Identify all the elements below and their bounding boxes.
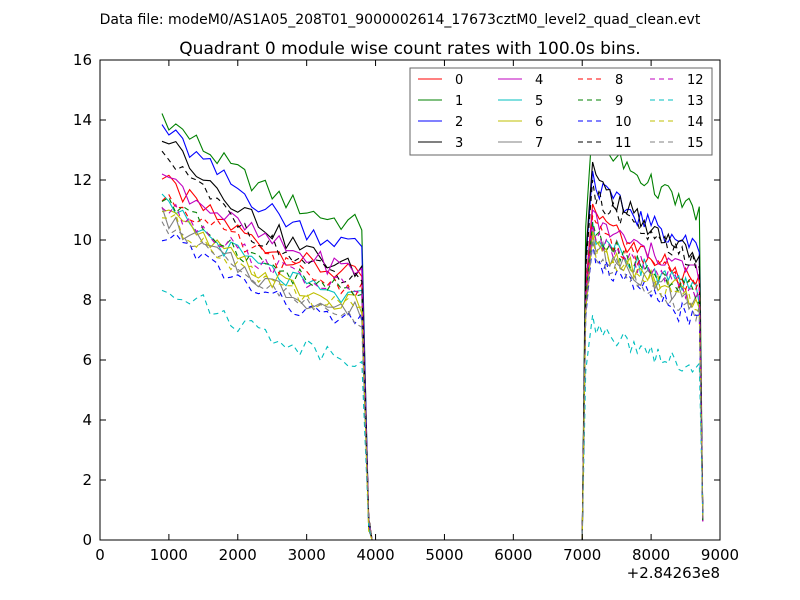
legend-label-6: 6 bbox=[535, 115, 543, 130]
chart-suptitle: Data file: modeM0/AS1A05_208T01_90000026… bbox=[100, 12, 701, 28]
series-line-0 bbox=[161, 174, 704, 541]
chart-title: Quadrant 0 module wise count rates with … bbox=[179, 39, 640, 59]
series-line-2 bbox=[161, 124, 704, 541]
legend-label-15: 15 bbox=[687, 136, 704, 151]
legend-label-8: 8 bbox=[615, 73, 623, 88]
series-line-3 bbox=[161, 140, 704, 541]
x-offset-label: +2.84263e8 bbox=[627, 564, 720, 582]
legend-label-14: 14 bbox=[687, 115, 704, 130]
legend-label-2: 2 bbox=[455, 115, 463, 130]
x-tick-label: 7000 bbox=[563, 546, 601, 564]
y-tick-label: 16 bbox=[73, 51, 92, 69]
x-tick-label: 5000 bbox=[425, 546, 463, 564]
series-line-10 bbox=[161, 232, 704, 541]
y-tick-label: 2 bbox=[82, 471, 92, 489]
series-line-12 bbox=[161, 203, 704, 541]
legend-label-13: 13 bbox=[687, 94, 704, 109]
y-tick-label: 10 bbox=[73, 231, 92, 249]
series-line-13 bbox=[161, 289, 704, 541]
series-line-6 bbox=[161, 209, 704, 541]
y-tick-label: 4 bbox=[82, 411, 92, 429]
y-tick-label: 8 bbox=[82, 291, 92, 309]
legend-box bbox=[409, 67, 713, 156]
y-tick-label: 12 bbox=[73, 171, 92, 189]
series-lines bbox=[161, 113, 704, 541]
series-line-4 bbox=[161, 173, 704, 541]
series-line-9 bbox=[161, 196, 704, 541]
legend-label-3: 3 bbox=[455, 136, 463, 151]
x-tick-label: 8000 bbox=[632, 546, 670, 564]
axis-ticks: 0 1000 2000 3000 4000 5000 6000 7000 8000 9000 0 2 4… bbox=[73, 51, 739, 564]
x-tick-label: 6000 bbox=[494, 546, 532, 564]
legend-label-4: 4 bbox=[535, 73, 543, 88]
x-tick-label: 9000 bbox=[701, 546, 739, 564]
series-line-15 bbox=[161, 221, 704, 541]
legend-label-0: 0 bbox=[455, 73, 463, 88]
legend-label-11: 11 bbox=[615, 136, 632, 151]
x-tick-label: 1000 bbox=[150, 546, 188, 564]
y-tick-label: 0 bbox=[82, 531, 92, 549]
x-tick-label: 0 bbox=[95, 546, 105, 564]
series-line-11 bbox=[161, 150, 704, 541]
legend-label-10: 10 bbox=[615, 115, 632, 130]
y-tick-label: 14 bbox=[73, 111, 92, 129]
y-tick-label: 6 bbox=[82, 351, 92, 369]
x-tick-label: 4000 bbox=[356, 546, 394, 564]
x-tick-label: 2000 bbox=[219, 546, 257, 564]
legend-label-5: 5 bbox=[535, 94, 543, 109]
legend-label-12: 12 bbox=[687, 73, 704, 88]
legend-label-9: 9 bbox=[615, 94, 623, 109]
series-line-8 bbox=[161, 193, 704, 541]
legend-label-7: 7 bbox=[535, 136, 543, 151]
x-tick-label: 3000 bbox=[288, 546, 326, 564]
series-line-1 bbox=[161, 113, 704, 541]
legend-label-1: 1 bbox=[455, 94, 463, 109]
